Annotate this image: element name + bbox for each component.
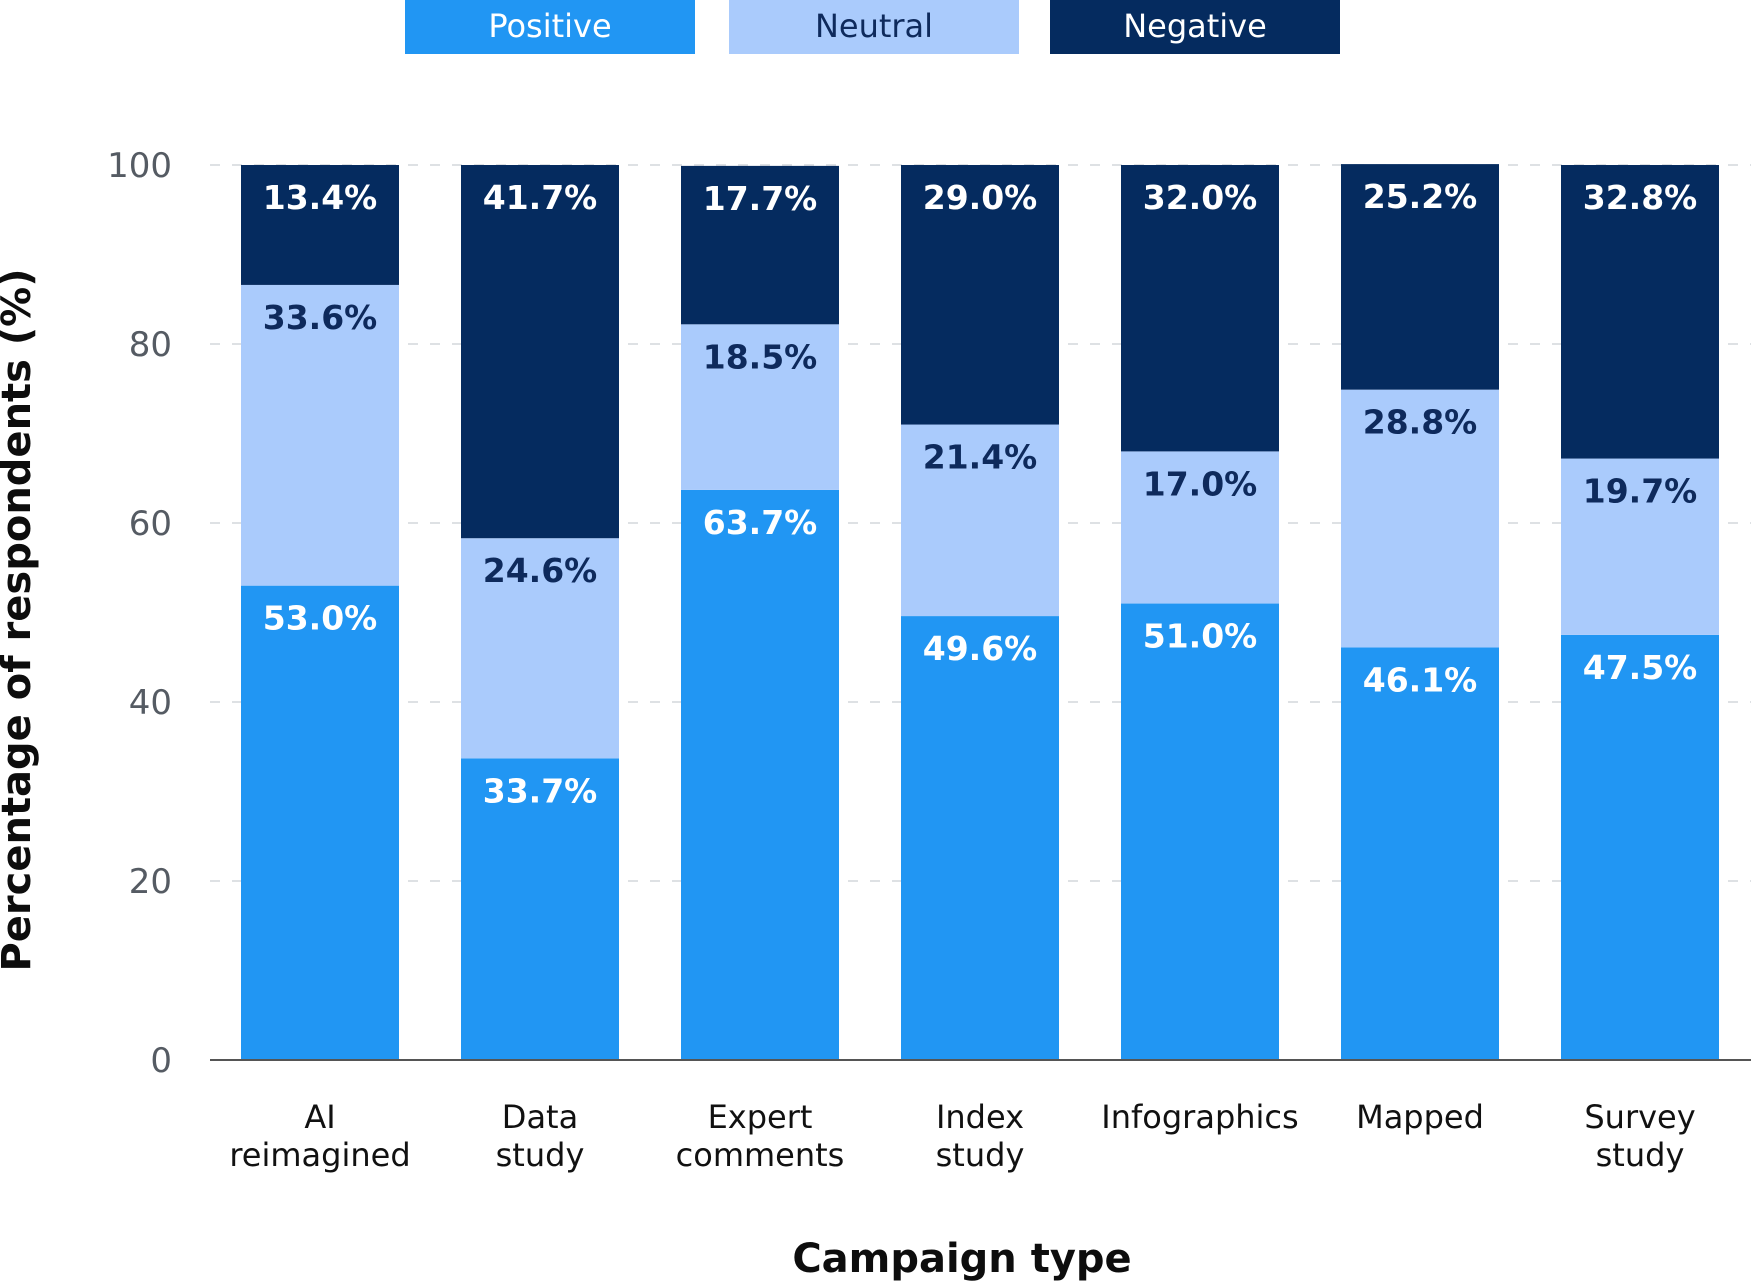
legend: Positive Neutral Negative <box>405 0 1340 54</box>
legend-label: Negative <box>1123 7 1267 45</box>
data-label: 29.0% <box>923 178 1038 217</box>
data-label: 33.7% <box>483 771 598 810</box>
data-label: 18.5% <box>703 337 818 376</box>
bar-layer <box>241 164 1719 1060</box>
legend-swatch <box>405 0 695 54</box>
legend-label: Neutral <box>815 7 933 45</box>
legend-item-negative: Negative <box>1050 0 1340 54</box>
y-tick-label: 80 <box>129 325 172 365</box>
data-label: 25.2% <box>1363 177 1478 216</box>
x-tick-label: Data <box>502 1098 578 1136</box>
bar-segment-neutral <box>681 324 839 490</box>
legend-item-neutral: Neutral <box>729 0 1019 54</box>
data-label: 21.4% <box>923 438 1038 477</box>
x-axis-title: Campaign type <box>792 1236 1131 1282</box>
bar-segment-positive <box>901 616 1059 1060</box>
bar-segment-negative <box>1121 165 1279 452</box>
x-tick-label: study <box>936 1136 1025 1174</box>
data-label: 46.1% <box>1363 660 1478 699</box>
x-tick-label: Infographics <box>1101 1098 1298 1136</box>
bar-segment-positive <box>1121 603 1279 1060</box>
x-tick-label: study <box>1596 1136 1685 1174</box>
bar-segment-positive <box>681 489 839 1060</box>
data-label: 53.0% <box>263 599 378 638</box>
data-label: 32.0% <box>1143 178 1258 217</box>
bar-segment-positive <box>461 758 619 1060</box>
bar-segment-neutral <box>901 424 1059 617</box>
legend-item-positive: Positive <box>405 0 695 54</box>
bar-segment-negative <box>681 165 839 325</box>
label-layer: 53.0% 33.6% 13.4% 33.7% 24.6% 41.7% 63.7% 18.5%… <box>263 177 1698 810</box>
bar-segment-negative <box>241 165 399 285</box>
bar-segment-neutral <box>1121 451 1279 604</box>
y-tick-label: 40 <box>129 683 172 723</box>
data-label: 33.6% <box>263 298 378 337</box>
data-label: 24.6% <box>483 551 598 590</box>
x-tick-label: study <box>496 1136 585 1174</box>
y-tick-label: 100 <box>107 146 172 186</box>
data-label: 47.5% <box>1583 648 1698 687</box>
legend-swatch <box>729 0 1019 54</box>
bar-segment-positive <box>1341 647 1499 1060</box>
bar-segment-neutral <box>241 284 399 586</box>
bar-segment-neutral <box>461 538 619 759</box>
bar-segment-neutral <box>1341 389 1499 648</box>
x-tick-label: Survey <box>1584 1098 1695 1136</box>
bar-segment-negative <box>1561 165 1719 459</box>
bar-segment-neutral <box>1561 458 1719 635</box>
data-label: 19.7% <box>1583 472 1698 511</box>
bar-segment-positive <box>241 585 399 1060</box>
data-label: 13.4% <box>263 178 378 217</box>
data-label: 17.7% <box>703 179 818 218</box>
x-tick-label: Mapped <box>1356 1098 1484 1136</box>
data-label: 49.6% <box>923 629 1038 668</box>
axis-layer: 020406080100AIreimaginedDatastudyExpertc… <box>107 146 1751 1174</box>
bar-segment-negative <box>1341 164 1499 390</box>
x-tick-label: reimagined <box>229 1136 410 1174</box>
x-tick-label: AI <box>304 1098 335 1136</box>
x-tick-label: Expert <box>708 1098 813 1136</box>
y-tick-label: 20 <box>129 862 172 902</box>
legend-swatch <box>1050 0 1340 54</box>
data-label: 32.8% <box>1583 178 1698 217</box>
bar-segment-positive <box>1561 634 1719 1060</box>
y-axis-title: Percentage of respondents (%) <box>0 268 40 971</box>
bar-segment-negative <box>461 165 619 539</box>
y-tick-label: 0 <box>150 1041 172 1081</box>
x-tick-label: Index <box>936 1098 1024 1136</box>
data-label: 41.7% <box>483 178 598 217</box>
data-label: 28.8% <box>1363 403 1478 442</box>
data-label: 51.0% <box>1143 617 1258 656</box>
y-tick-label: 60 <box>129 504 172 544</box>
data-label: 63.7% <box>703 503 818 542</box>
legend-label: Positive <box>488 7 611 45</box>
x-tick-label: comments <box>676 1136 845 1174</box>
data-label: 17.0% <box>1143 464 1258 503</box>
bar-segment-negative <box>901 165 1059 425</box>
